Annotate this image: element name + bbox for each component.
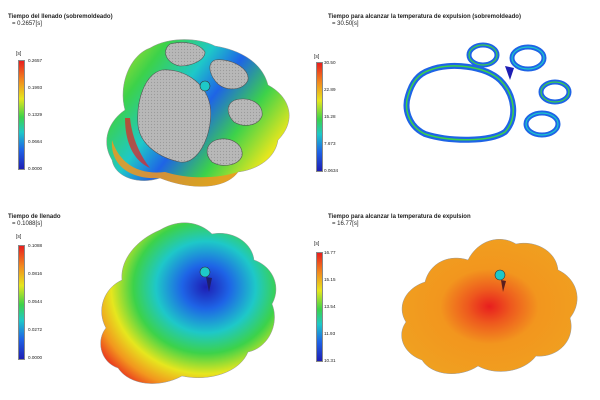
colorbar-unit: [s] xyxy=(16,51,22,57)
colorbar-tick: 30.50 xyxy=(324,60,336,65)
title-line-1: Tiempo para alcanzar la temperatura de e… xyxy=(328,14,521,20)
panel-ejection-time: Tiempo para alcanzar la temperatura de e… xyxy=(300,200,600,400)
title-line-1: Tiempo de llenado xyxy=(8,214,61,220)
gate-marker xyxy=(494,269,506,281)
colorbar-tick: 16.77 xyxy=(324,250,336,255)
colorbar-tick: 13.54 xyxy=(324,304,336,309)
colorbar-tick: 11.93 xyxy=(324,331,336,336)
paw-model-overmold-fill xyxy=(106,39,290,187)
colorbar xyxy=(316,62,323,172)
colorbar-tick: 0.0816 xyxy=(28,271,43,276)
paw-model-fill xyxy=(100,222,277,384)
colorbar-tick: 0.0544 xyxy=(28,299,43,304)
panel-title: Tiempo para alcanzar la temperatura de e… xyxy=(328,14,521,28)
gate-marker xyxy=(199,80,211,92)
gate-marker xyxy=(199,266,211,278)
colorbar-tick: 0.0664 xyxy=(28,139,43,144)
panel-fill-time-overmold: Tiempo del llenado (sobremoldeado) = 0.2… xyxy=(0,0,300,200)
colorbar-tick: 10.31 xyxy=(324,358,336,363)
colorbar-tick: 0.0634 xyxy=(324,168,339,173)
colorbar-tick: 15.28 xyxy=(324,114,336,119)
title-line-2: = 0.2657[s] xyxy=(12,21,42,27)
colorbar-tick: 7.673 xyxy=(324,141,336,146)
title-line-2: = 30.50[s] xyxy=(332,21,359,27)
colorbar-tick: 0.1329 xyxy=(28,112,43,117)
title-line-1: Tiempo para alcanzar la temperatura de e… xyxy=(328,214,471,220)
colorbar-tick: 0.1088 xyxy=(28,243,43,248)
colorbar-unit: [s] xyxy=(314,241,320,247)
colorbar xyxy=(18,60,25,170)
colorbar-tick: 22.89 xyxy=(324,87,336,92)
colorbar-tick: 15.15 xyxy=(324,277,336,282)
colorbar-tick: 0.1993 xyxy=(28,85,43,90)
panel-title: Tiempo del llenado (sobremoldeado) = 0.2… xyxy=(8,14,113,28)
panel-title: Tiempo para alcanzar la temperatura de e… xyxy=(328,214,471,228)
paw-model-overmold-ejection xyxy=(403,42,572,143)
colorbar-tick: 0.0000 xyxy=(28,166,43,171)
colorbar-unit: [s] xyxy=(314,54,320,60)
colorbar-tick: 0.2657 xyxy=(28,58,43,63)
panel-ejection-time-overmold: Tiempo para alcanzar la temperatura de e… xyxy=(300,0,600,200)
colorbar xyxy=(18,245,25,360)
title-line-2: = 16.77[s] xyxy=(332,221,359,227)
colorbar-tick: 0.0272 xyxy=(28,327,43,332)
title-line-2: = 0.1088[s] xyxy=(12,221,42,227)
title-line-1: Tiempo del llenado (sobremoldeado) xyxy=(8,14,113,20)
colorbar-unit: [s] xyxy=(16,234,22,240)
paw-model-ejection xyxy=(401,239,578,374)
panel-title: Tiempo de llenado = 0.1088[s] xyxy=(8,214,61,228)
colorbar-tick: 0.0000 xyxy=(28,355,43,360)
panel-fill-time: Tiempo de llenado = 0.1088[s] [s] 0.1088… xyxy=(0,200,300,400)
colorbar xyxy=(316,252,323,362)
